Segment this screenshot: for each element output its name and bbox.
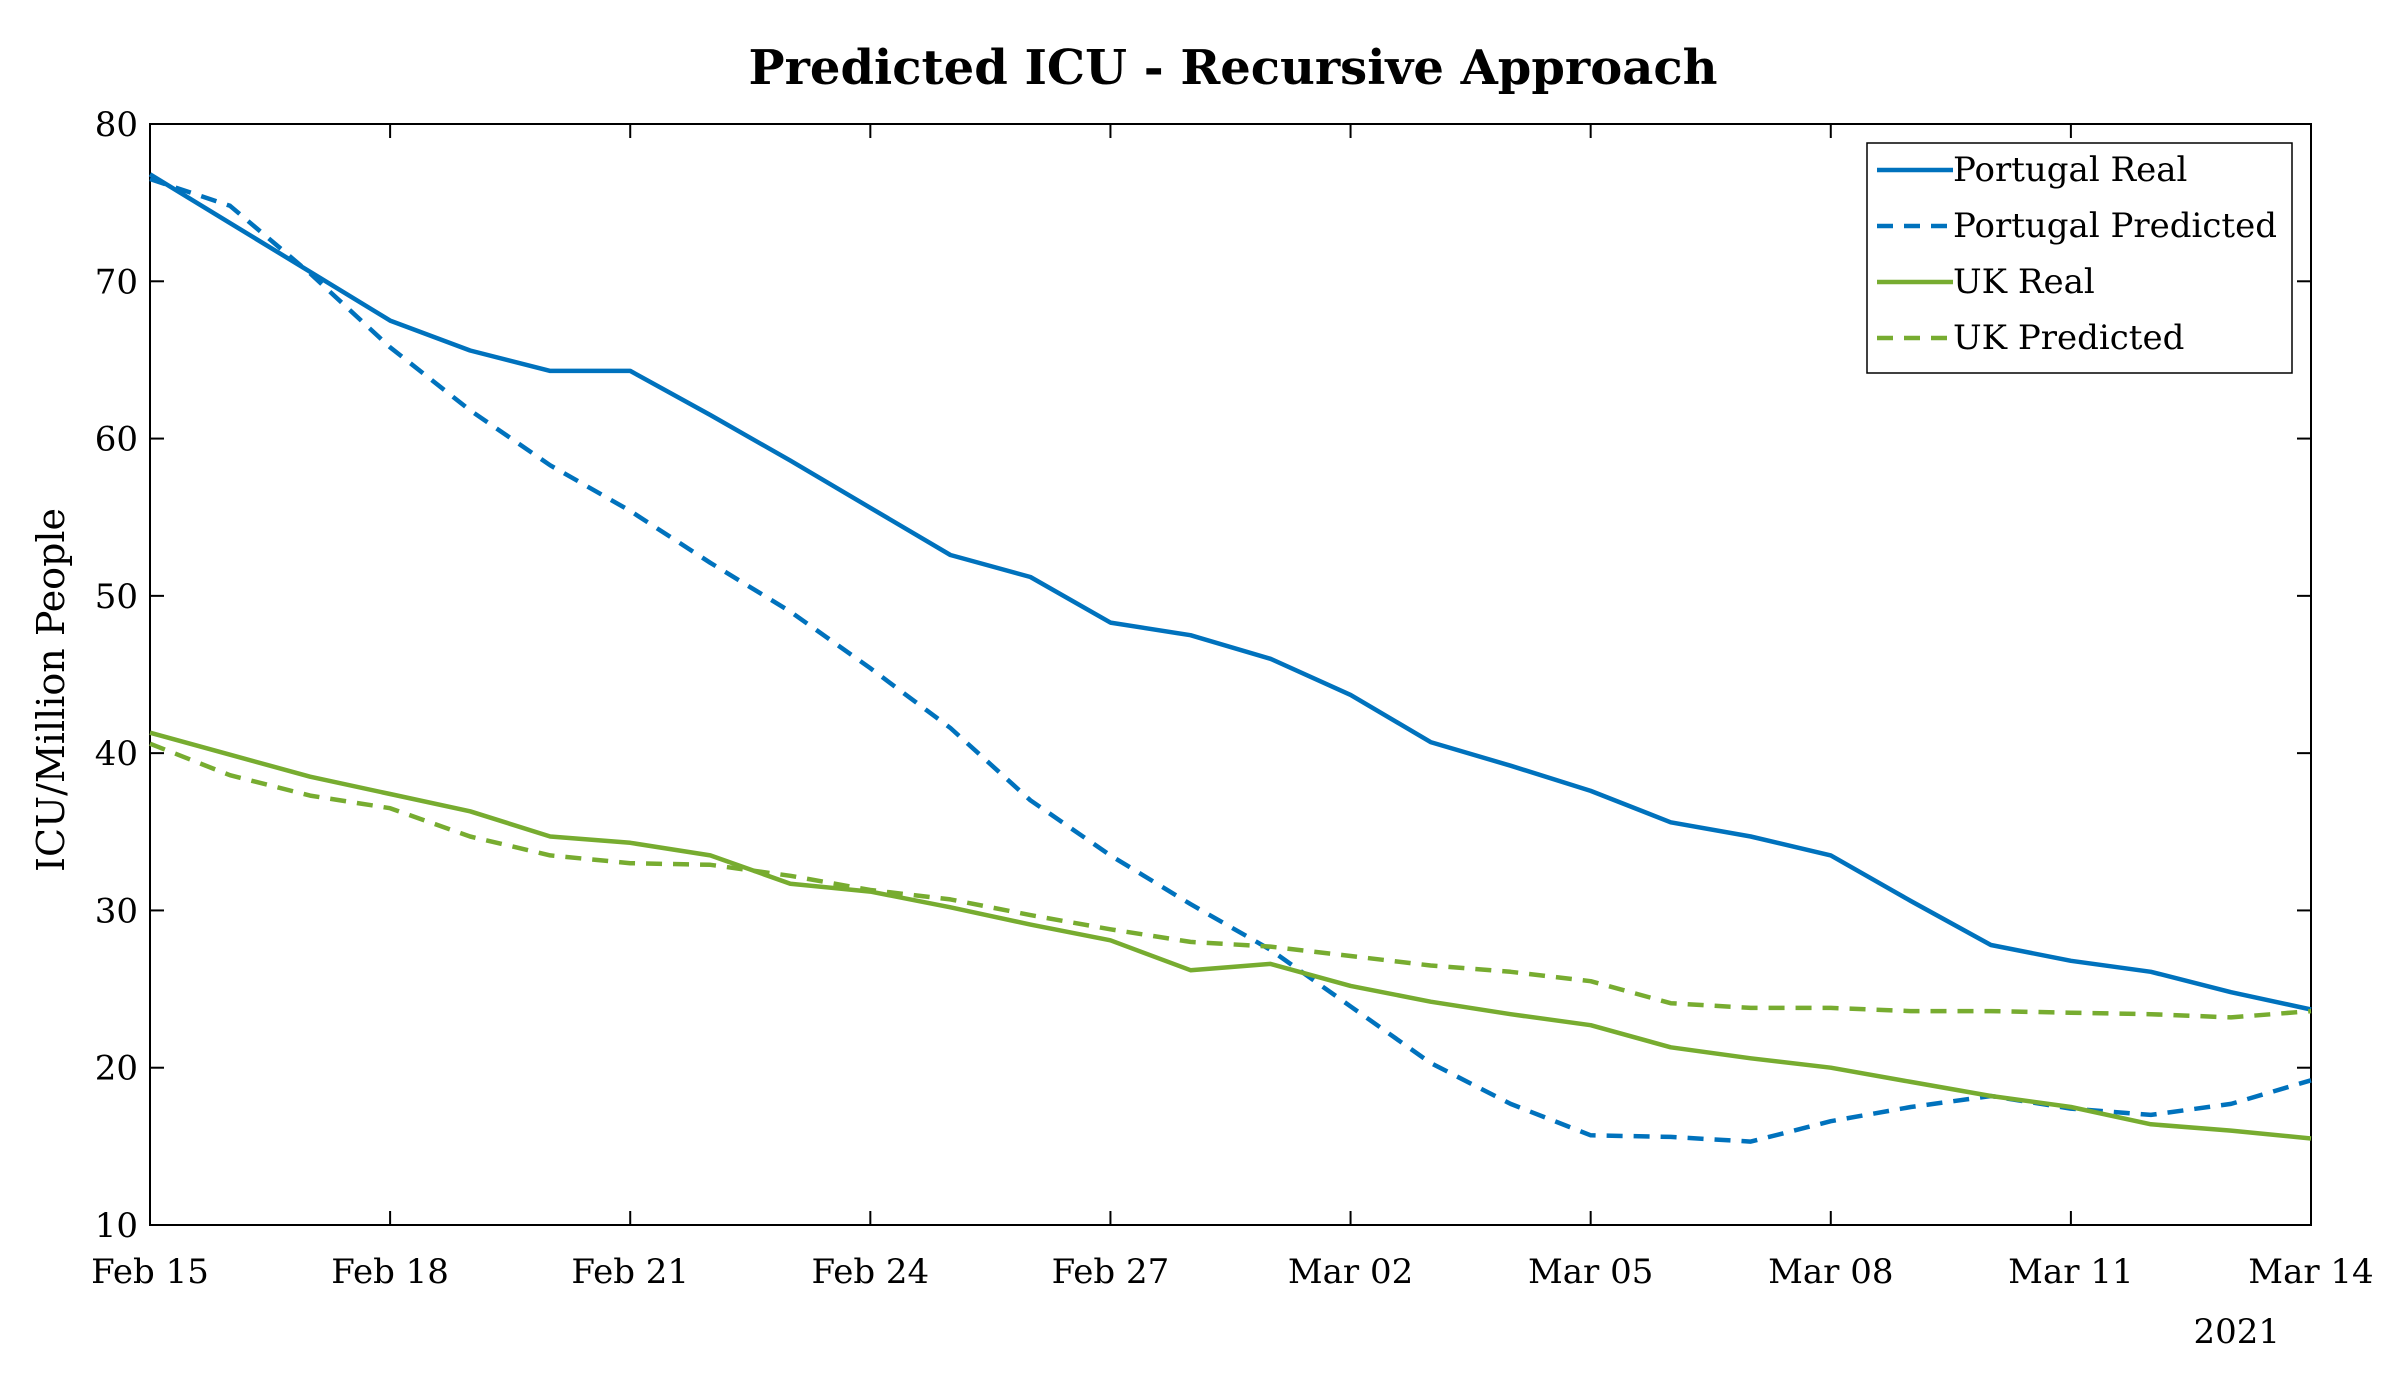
legend-label: UK Predicted — [1953, 318, 2184, 358]
plot-frame — [149, 123, 2312, 1226]
x-tick-label: Feb 15 — [91, 1252, 209, 1292]
legend-label: UK Real — [1953, 262, 2095, 302]
y-tick-label: 50 — [95, 577, 138, 617]
chart-title: Predicted ICU - Recursive Approach — [749, 40, 1718, 96]
y-tick-label: 80 — [95, 105, 138, 145]
x-tick-label: Mar 08 — [1768, 1252, 1893, 1292]
series-line-uk-real — [149, 730, 2312, 1141]
x-tick-label: Feb 27 — [1052, 1252, 1170, 1292]
x-tick-label: Mar 14 — [2248, 1252, 2373, 1292]
plot-area — [149, 123, 2312, 1226]
y-tick-label: 70 — [95, 262, 138, 302]
x-tick-label: Feb 18 — [331, 1252, 449, 1292]
y-axis: 10 20 30 40 50 60 70 80 — [95, 105, 2311, 1246]
y-tick-label: 20 — [95, 1049, 138, 1089]
y-tick-label: 10 — [95, 1206, 138, 1246]
series-layer — [148, 172, 2312, 1144]
y-axis-label: ICU/Million People — [29, 508, 73, 872]
x-tick-label: Mar 05 — [1528, 1252, 1653, 1292]
x-tick-label: Feb 24 — [811, 1252, 929, 1292]
x-secondary-label: 2021 — [2193, 1312, 2280, 1352]
y-tick-label: 60 — [95, 420, 138, 460]
legend-label: Portugal Real — [1953, 150, 2187, 190]
x-tick-label: Mar 11 — [2008, 1252, 2133, 1292]
y-tick-label: 40 — [95, 734, 138, 774]
series-line-uk-predicted — [149, 741, 2312, 1020]
legend-label: Portugal Predicted — [1953, 206, 2277, 246]
x-axis: Feb 15 Feb 18 Feb 21 Feb 24 Feb 27 Mar 02 Mar … — [91, 124, 2374, 1292]
series-line-portugal-real — [148, 172, 2312, 1012]
x-tick-label: Mar 02 — [1288, 1252, 1413, 1292]
y-tick-label: 30 — [95, 891, 138, 931]
x-tick-label: Feb 21 — [571, 1252, 689, 1292]
legend: Portugal Real Portugal Predicted UK Real UK… — [1866, 142, 2293, 374]
legend-box — [1866, 142, 2293, 374]
